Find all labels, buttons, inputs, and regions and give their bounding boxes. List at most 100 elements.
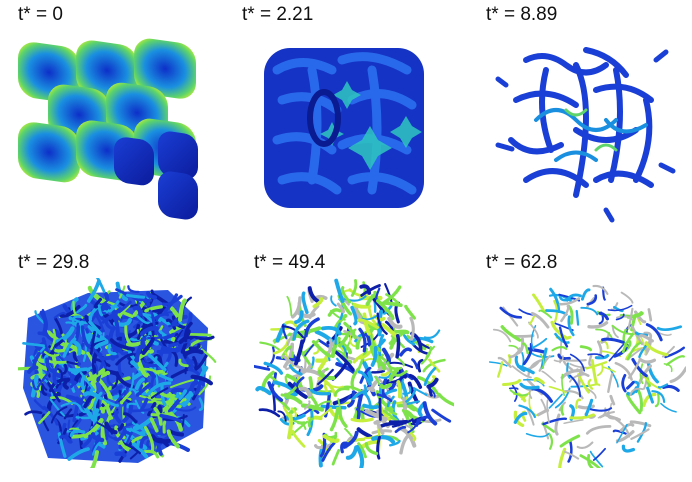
vortex-filaments <box>498 50 673 220</box>
vortex-filament <box>527 434 549 437</box>
vortex-filament <box>82 377 84 389</box>
vortex-filament <box>581 308 597 315</box>
time-label: t* = 49.4 <box>254 252 325 274</box>
vortex-filament <box>658 327 681 330</box>
panel-t5: t* = 62.8 <box>486 252 692 482</box>
vortex-render-t5 <box>486 278 686 468</box>
vortex-filament <box>164 422 165 432</box>
vortex-filament <box>592 361 596 384</box>
vortex-filament <box>361 442 379 449</box>
vortex-filament <box>656 394 659 406</box>
vortex-filament <box>289 416 291 438</box>
vortex-filament <box>128 286 138 292</box>
vortex-filament <box>498 362 502 376</box>
vortex-filament <box>589 323 607 327</box>
vortex-filament <box>164 348 179 350</box>
vortex-render-t1 <box>242 30 442 230</box>
vortex-filament <box>667 356 684 364</box>
vortex-filament <box>589 384 599 386</box>
vortex-filament <box>608 374 612 392</box>
vortex-filament <box>254 365 269 369</box>
vortex-filament <box>623 446 633 451</box>
vortex-filament <box>649 310 651 321</box>
vortex-filament <box>533 339 547 348</box>
vortex-filament <box>511 349 520 357</box>
turbulent-vortex-field <box>254 281 454 469</box>
vortex-filament <box>143 339 145 348</box>
vortex-render-t4 <box>254 278 454 468</box>
vortex-filament <box>523 344 528 353</box>
vortex-filament <box>271 328 288 329</box>
vortex-filament <box>541 400 545 412</box>
vortex-filament <box>102 357 117 359</box>
vortex-filament <box>257 388 269 393</box>
vortex-filament <box>628 395 640 413</box>
vortex-filament <box>661 404 676 412</box>
vortex-filament <box>335 389 348 395</box>
vortex-filament <box>622 293 633 303</box>
vortex-filament <box>372 382 376 390</box>
time-label: t* = 2.21 <box>242 4 313 26</box>
panel-t0: t* = 0 <box>18 4 238 234</box>
vortex-filament <box>359 429 371 436</box>
vortex-filament <box>188 334 210 335</box>
turbulent-vortex-field <box>18 278 215 468</box>
vortex-render-t0 <box>18 30 218 220</box>
vortex-filament <box>260 343 279 350</box>
vortex-filament <box>372 371 384 372</box>
vortex-filament <box>534 295 545 312</box>
vortex-filament <box>323 328 340 334</box>
vortex-filament <box>293 431 304 446</box>
vortex-filament <box>590 408 611 411</box>
vortex-filament <box>671 368 686 382</box>
vortex-filament <box>124 391 125 414</box>
vortex-filament <box>544 419 566 424</box>
time-label: t* = 29.8 <box>18 252 89 274</box>
vortex-filament <box>596 329 612 338</box>
vortex-filament <box>640 359 654 362</box>
vortex-filament <box>542 371 555 381</box>
vortex-filament <box>549 434 552 449</box>
vortex-filament <box>413 360 418 369</box>
vortex-filament <box>504 381 520 385</box>
vortex-filament <box>303 293 307 312</box>
vortex-filament <box>311 396 316 405</box>
vortex-filament <box>385 303 401 305</box>
vortex-filament <box>594 449 605 460</box>
vortex-filament <box>611 396 614 404</box>
vortex-filament <box>521 384 538 388</box>
vortex-filament <box>569 441 572 461</box>
vortex-filament <box>566 360 585 361</box>
vortex-filament <box>581 347 590 350</box>
time-label: t* = 0 <box>18 4 63 26</box>
vortex-filament <box>530 315 535 324</box>
vortex-filament <box>490 362 507 366</box>
vortex-filament <box>390 363 412 367</box>
vortex-filament <box>296 341 302 363</box>
vortex-cluster <box>264 48 424 208</box>
vortex-filament <box>587 426 610 433</box>
vortex-filament <box>553 347 567 350</box>
vortex-filament <box>578 443 593 448</box>
time-label: t* = 8.89 <box>486 4 557 26</box>
vortex-filament <box>260 410 279 416</box>
vortex-filament <box>638 390 641 411</box>
vortex-filament <box>358 409 359 419</box>
vortex-filament <box>348 447 356 457</box>
vortex-filament <box>532 313 548 327</box>
vortex-filament <box>419 360 423 371</box>
vortex-filament <box>623 375 626 391</box>
vortex-render-t3 <box>18 278 218 468</box>
panel-t3: t* = 29.8 <box>18 252 238 482</box>
vortex-filament <box>411 318 413 339</box>
vortex-filament <box>501 308 521 317</box>
vortex-filament <box>287 297 291 316</box>
vortex-filament <box>425 331 439 338</box>
vortex-filament <box>515 336 533 337</box>
vortex-filament <box>70 369 86 370</box>
vortex-filament <box>128 295 144 297</box>
vortex-filament <box>559 355 570 359</box>
vortex-filament <box>173 390 185 392</box>
vortex-filament <box>397 336 398 357</box>
vortex-filament <box>608 306 631 311</box>
